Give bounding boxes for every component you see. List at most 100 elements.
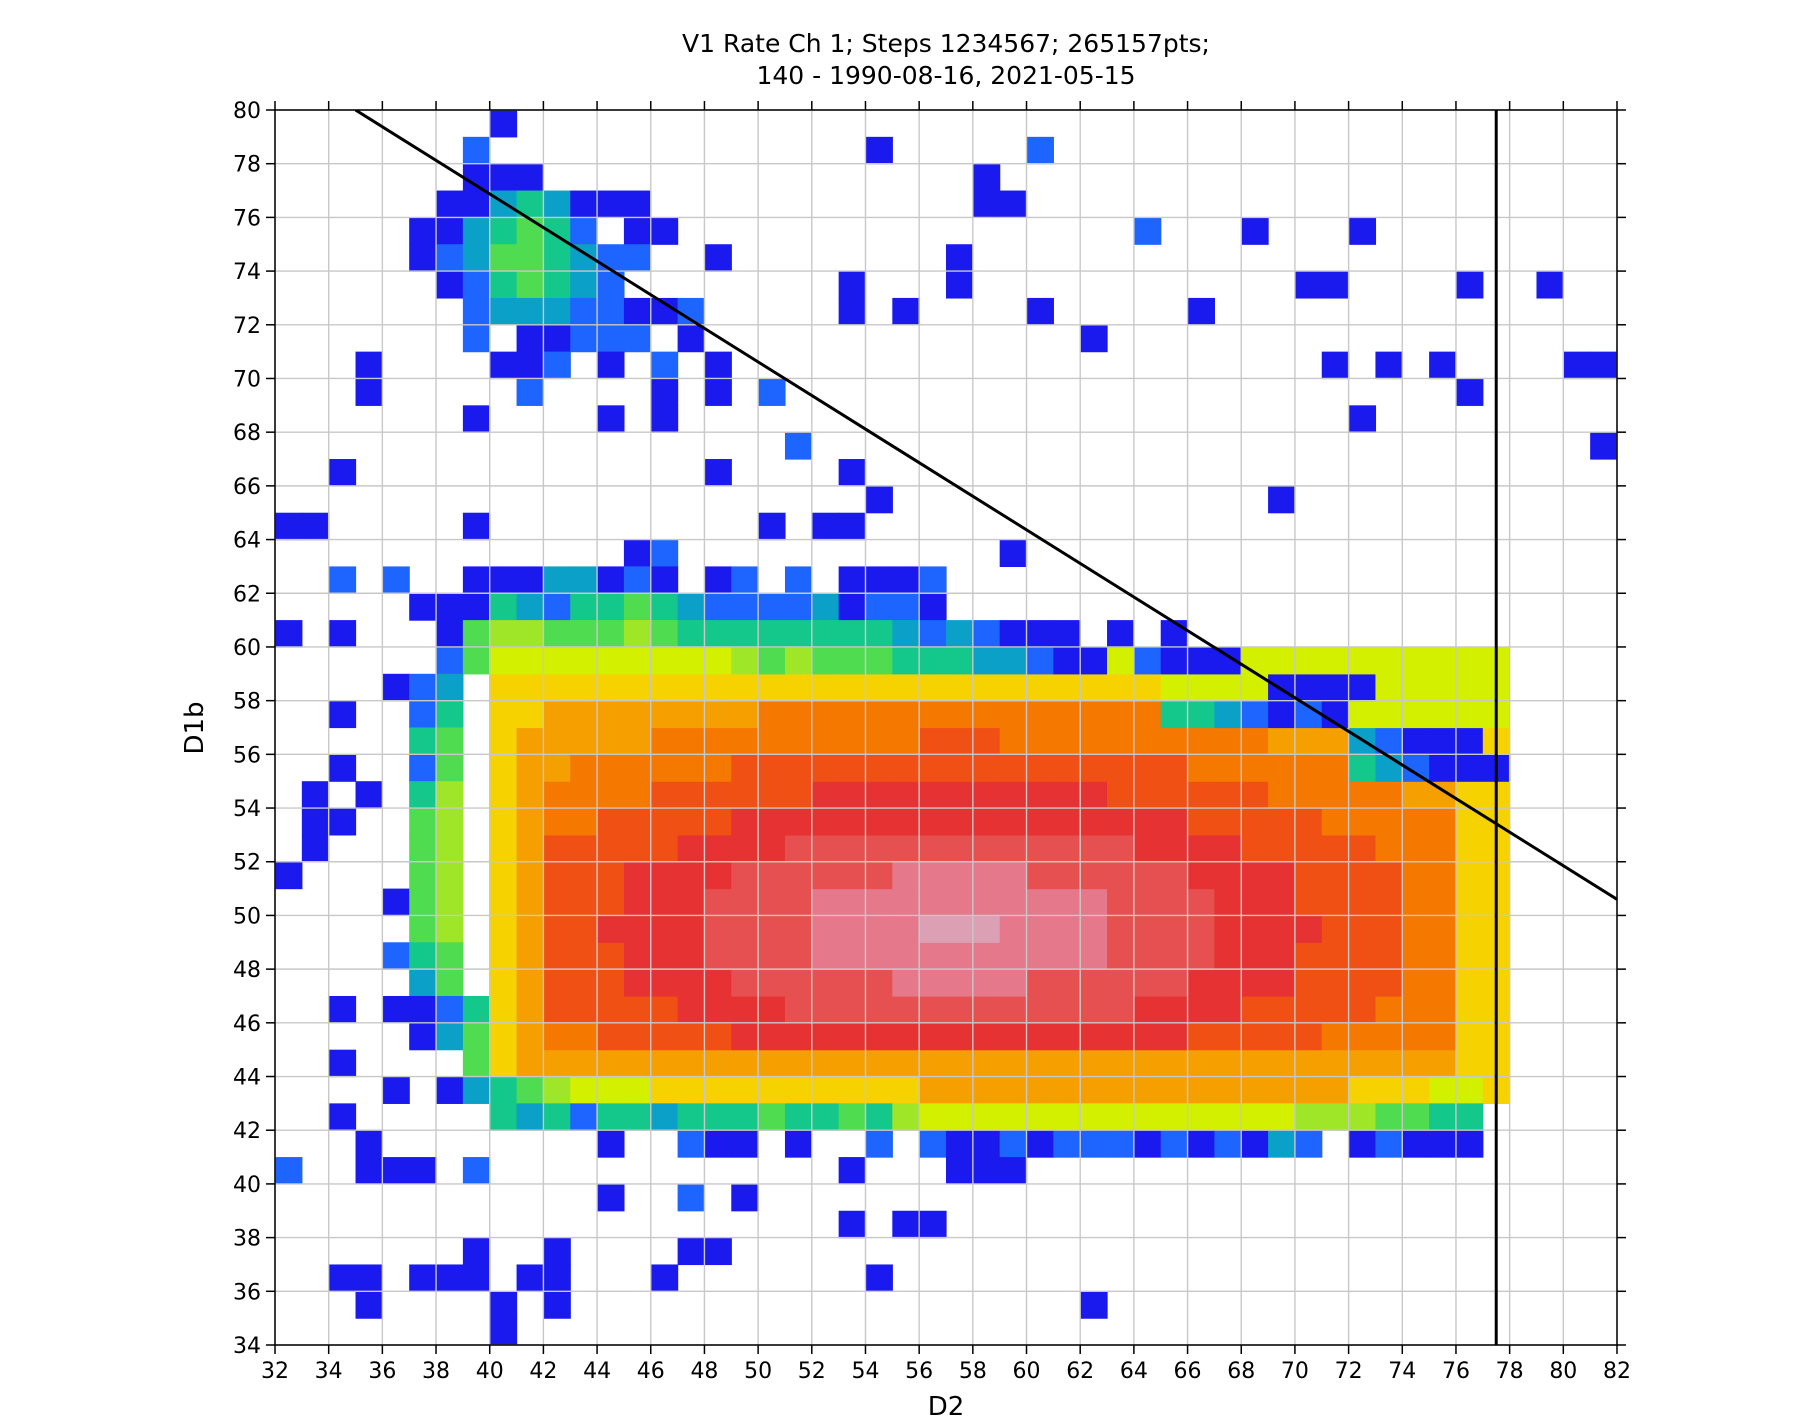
heatmap-cell <box>1402 995 1430 1024</box>
heatmap-cell <box>1268 915 1296 943</box>
heatmap-cell <box>919 620 947 648</box>
heatmap-cell <box>865 1076 893 1104</box>
heatmap-cell <box>570 646 598 675</box>
heatmap-cell <box>1402 1049 1430 1078</box>
heatmap-cell <box>892 861 920 890</box>
heatmap-cell <box>731 727 759 755</box>
heatmap-cell <box>865 969 893 997</box>
heatmap-cell <box>1241 808 1269 836</box>
heatmap-cell <box>1187 646 1215 675</box>
heatmap-cell <box>570 620 598 648</box>
heatmap-cell <box>650 646 679 675</box>
heatmap-cell <box>838 1022 867 1051</box>
heatmap-cell <box>704 1049 732 1078</box>
heatmap-cell <box>1241 781 1269 809</box>
heatmap-cell <box>1214 1103 1242 1131</box>
heatmap-cell <box>1133 915 1162 943</box>
heatmap-cell <box>704 351 732 380</box>
heatmap-cell <box>677 1076 706 1104</box>
heatmap-cell <box>516 915 544 943</box>
heatmap-cell <box>516 646 544 675</box>
heatmap-cell <box>462 405 491 433</box>
heatmap-cell <box>409 754 437 782</box>
heatmap-cell <box>758 888 786 917</box>
heatmap-cell <box>784 888 813 917</box>
heatmap-cell <box>1429 995 1457 1024</box>
heatmap-cell <box>597 915 625 943</box>
heatmap-cell <box>1321 646 1350 675</box>
heatmap-cell <box>892 1210 920 1239</box>
heatmap-cell <box>811 512 840 541</box>
heatmap-cell <box>462 512 491 541</box>
heatmap-cell <box>972 1103 1001 1131</box>
heatmap-cell <box>623 781 652 809</box>
heatmap-cell <box>1080 1130 1108 1158</box>
heatmap-cell <box>1187 754 1215 782</box>
heatmap-cell <box>597 1076 625 1104</box>
heatmap-cell <box>328 620 357 648</box>
x-axis: 32 34 36 38 40 42 44 46 48 50 52 54 56 58 60 62 64 66 68 70… <box>261 101 1631 1384</box>
heatmap-cell <box>784 1130 813 1158</box>
heatmap-cell <box>1294 1022 1323 1051</box>
heatmap-cell <box>946 888 974 917</box>
heatmap-cell <box>597 244 625 272</box>
heatmap-cell <box>838 995 867 1024</box>
heatmap-cell <box>328 1049 357 1078</box>
heatmap-cell <box>677 1130 706 1158</box>
heatmap-cell <box>436 969 464 997</box>
heatmap-cell <box>1348 995 1377 1024</box>
heatmap-cell <box>1348 217 1377 245</box>
heatmap-cell <box>892 620 920 648</box>
heatmap-cell <box>516 754 544 782</box>
heatmap-cell <box>1402 646 1430 675</box>
y-tick-label: 42 <box>233 1119 261 1144</box>
heatmap-cell <box>597 861 625 890</box>
heatmap-cell <box>1268 861 1296 890</box>
heatmap-cell <box>704 566 732 594</box>
heatmap-cell <box>865 1049 893 1078</box>
heatmap-cell <box>650 888 679 917</box>
heatmap-cell <box>731 781 759 809</box>
heatmap-cell <box>516 1049 544 1078</box>
heatmap-cell <box>1214 754 1242 782</box>
heatmap-cell <box>731 888 759 917</box>
heatmap-cell <box>946 915 974 943</box>
heatmap-cell <box>1160 1022 1189 1051</box>
heatmap-cell <box>919 1103 947 1131</box>
heatmap-cell <box>1348 1049 1377 1078</box>
heatmap-cell <box>489 727 518 755</box>
heatmap-cell <box>1268 995 1296 1024</box>
heatmap-cell <box>946 620 974 648</box>
heatmap-cell <box>570 915 598 943</box>
heatmap-cell <box>1080 727 1108 755</box>
heatmap-cell <box>436 1022 464 1051</box>
heatmap-cell <box>892 700 920 729</box>
x-tick-label: 70 <box>1281 1359 1309 1384</box>
heatmap-cell <box>1080 808 1108 836</box>
heatmap-cell <box>543 754 571 782</box>
heatmap-cell <box>1133 781 1162 809</box>
heatmap-cell <box>489 620 518 648</box>
heatmap-cell <box>462 1022 491 1051</box>
chart-title-line-2: 140 - 1990-08-16, 2021-05-15 <box>756 61 1135 90</box>
x-tick-label: 64 <box>1120 1359 1148 1384</box>
heatmap-cell <box>1241 969 1269 997</box>
heatmap-cell <box>650 1264 679 1292</box>
heatmap-cell <box>1080 700 1108 729</box>
heatmap-cell <box>328 1264 357 1292</box>
heatmap-cell <box>1429 1076 1457 1104</box>
heatmap-cell <box>1160 995 1189 1024</box>
heatmap-cell <box>1214 1130 1242 1158</box>
heatmap-cell <box>543 1291 571 1319</box>
heatmap-cell <box>489 646 518 675</box>
heatmap-cell <box>543 1237 571 1266</box>
heatmap-cell <box>328 808 357 836</box>
y-tick-label: 34 <box>233 1334 261 1359</box>
heatmap-cell <box>1455 915 1484 943</box>
heatmap-cell <box>999 1103 1028 1131</box>
heatmap-cell <box>704 244 732 272</box>
y-tick-label: 80 <box>233 99 261 124</box>
x-tick-label: 56 <box>905 1359 933 1384</box>
heatmap-cell <box>1160 888 1189 917</box>
heatmap-cell <box>1348 969 1377 997</box>
